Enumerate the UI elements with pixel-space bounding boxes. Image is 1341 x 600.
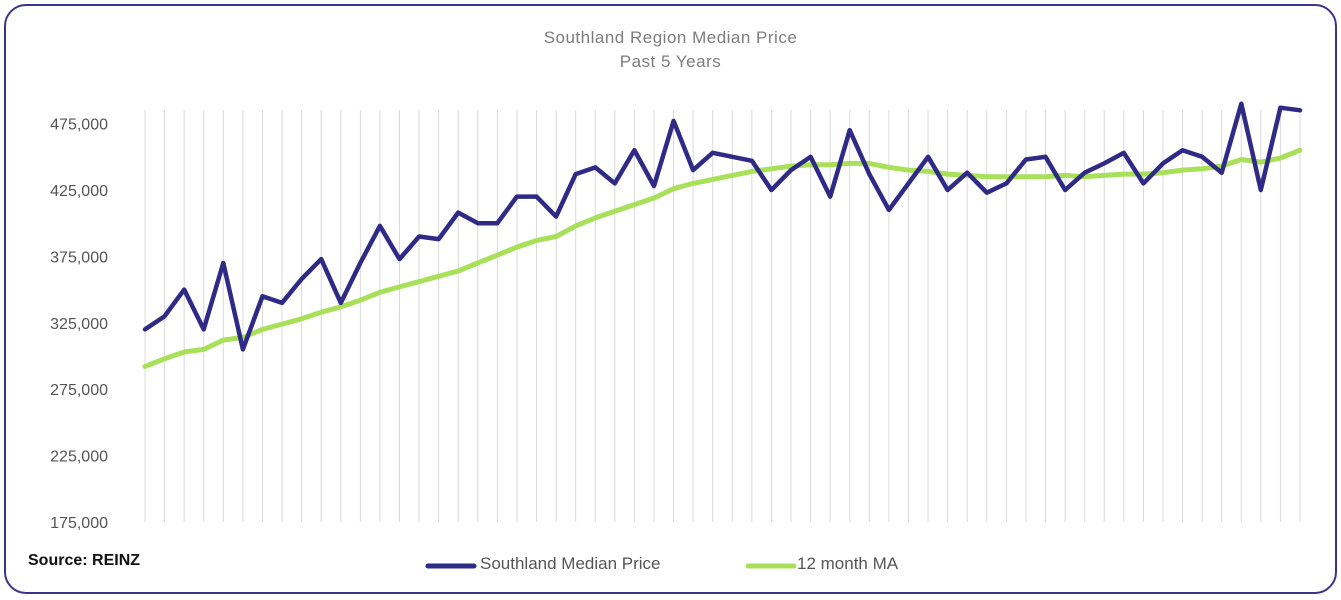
source-note: Source: REINZ	[28, 552, 141, 569]
chart-subtitle: Past 5 Years	[619, 52, 722, 71]
y-tick-label: 325,000	[50, 316, 108, 333]
y-tick-label: 375,000	[50, 249, 108, 266]
legend-label-12-month-ma: 12 month MA	[797, 554, 899, 573]
y-tick-label: 275,000	[50, 382, 108, 399]
legend-label-median-price: Southland Median Price	[480, 554, 661, 573]
y-tick-label: 175,000	[50, 515, 108, 532]
chart-frame: Southland Region Median Price Past 5 Yea…	[4, 4, 1337, 594]
y-tick-label: 425,000	[50, 183, 108, 200]
series-line-median-price	[142, 101, 1303, 352]
chart-title-block: Southland Region Median Price Past 5 Yea…	[6, 26, 1335, 74]
y-axis: 475,000 425,000 375,000 325,000 275,000 225,0…	[50, 117, 108, 532]
series-line-12-month-ma	[142, 147, 1303, 370]
vertical-gridlines	[144, 110, 1301, 522]
series-lines	[142, 101, 1303, 370]
legend: Southland Median Price 12 month MA	[425, 554, 899, 573]
chart-title: Southland Region Median Price	[543, 28, 798, 47]
y-tick-label: 475,000	[50, 117, 108, 134]
y-tick-label: 225,000	[50, 449, 108, 466]
